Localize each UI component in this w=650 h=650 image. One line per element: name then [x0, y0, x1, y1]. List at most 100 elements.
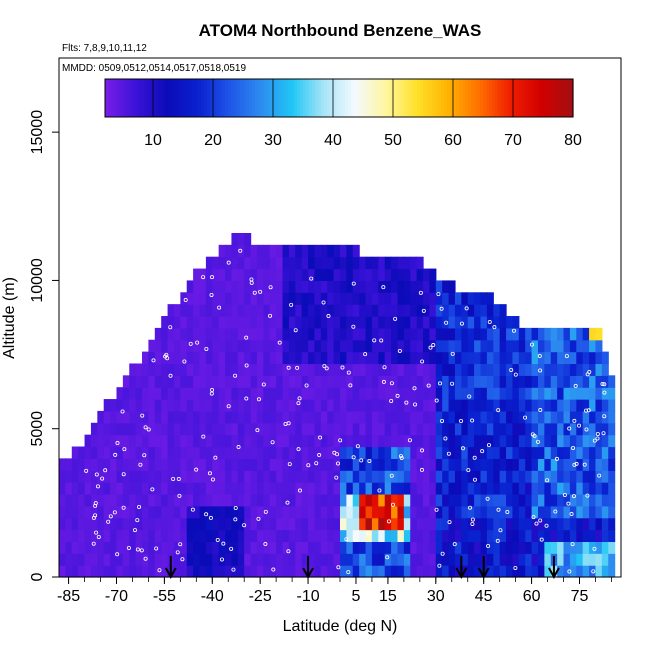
sample-point — [450, 381, 455, 386]
heatmap-cell — [225, 363, 233, 376]
heatmap-cell — [384, 541, 392, 554]
heatmap-cell — [282, 304, 290, 317]
heatmap-cell — [218, 434, 226, 448]
heatmap-cell — [110, 458, 118, 471]
heatmap-cell — [218, 363, 226, 376]
heatmap-cell — [384, 458, 392, 471]
heatmap-cell — [442, 458, 450, 471]
heatmap-cell — [371, 268, 379, 282]
heatmap-cell — [97, 505, 105, 519]
heatmap-cell — [550, 505, 558, 519]
heatmap-cell — [365, 410, 373, 424]
heatmap-cell — [397, 339, 405, 353]
heatmap-cell — [84, 517, 92, 531]
heatmap-cell — [525, 565, 533, 578]
heatmap-cell — [142, 553, 150, 566]
heatmap-cell — [97, 446, 105, 459]
heatmap-cell — [186, 458, 194, 471]
heatmap-cell — [550, 351, 558, 365]
heatmap-cell — [167, 316, 175, 329]
heatmap-cell — [110, 422, 118, 436]
colorbar-swatch — [183, 79, 187, 117]
heatmap-cell — [282, 292, 290, 305]
heatmap-cell — [397, 422, 405, 436]
heatmap-cell — [416, 410, 424, 424]
heatmap-cell — [116, 458, 124, 471]
sample-point — [317, 453, 322, 458]
heatmap-cell — [365, 304, 373, 317]
heatmap-cell — [218, 482, 226, 495]
heatmap-cell — [423, 399, 431, 412]
heatmap-cell — [576, 410, 584, 424]
sample-point — [485, 496, 490, 501]
heatmap-cell — [301, 339, 309, 353]
heatmap-cell — [173, 304, 181, 317]
sample-point — [244, 363, 249, 368]
heatmap-cell — [480, 304, 488, 317]
colorbar-swatch — [390, 79, 394, 117]
heatmap-cell — [512, 327, 520, 341]
heatmap-cell — [410, 387, 418, 400]
heatmap-cell — [429, 565, 437, 578]
heatmap-cell — [537, 422, 545, 436]
heatmap-cell — [499, 316, 507, 329]
heatmap-cell — [78, 517, 86, 531]
heatmap-cell — [65, 470, 73, 483]
heatmap-cell — [550, 458, 558, 471]
heatmap-cell — [506, 458, 514, 471]
heatmap-cell — [544, 529, 552, 543]
heatmap-cell — [461, 387, 469, 400]
heatmap-cell — [282, 256, 290, 270]
heatmap-cell — [276, 292, 284, 305]
heatmap-cell — [186, 327, 194, 341]
heatmap-cell — [186, 399, 194, 412]
heatmap-cell — [442, 422, 450, 436]
heatmap-cell — [512, 434, 520, 448]
heatmap-cell — [186, 565, 194, 578]
colorbar-swatch — [477, 79, 481, 117]
heatmap-cell — [193, 280, 201, 293]
heatmap-cell — [135, 493, 143, 507]
colorbar-swatch — [249, 79, 253, 117]
heatmap-cell — [371, 517, 379, 531]
heatmap-cell — [493, 458, 501, 471]
heatmap-cell — [499, 327, 507, 341]
heatmap-cell — [544, 517, 552, 531]
heatmap-cell — [97, 458, 105, 471]
colorbar-swatch — [306, 79, 310, 117]
sample-point — [355, 444, 360, 449]
colorbar-swatch — [156, 79, 160, 117]
heatmap-cell — [269, 470, 277, 483]
sample-point — [229, 546, 234, 551]
heatmap-cell — [346, 304, 354, 317]
heatmap-cell — [378, 387, 386, 400]
sample-point — [602, 382, 607, 387]
colorbar-swatch — [273, 79, 277, 117]
heatmap-cell — [161, 458, 169, 471]
heatmap-cell — [486, 422, 494, 436]
heatmap-cell — [327, 553, 335, 566]
sample-point — [496, 507, 501, 512]
heatmap-cell — [423, 553, 431, 566]
heatmap-cell — [186, 517, 194, 531]
heatmap-cell — [391, 351, 399, 365]
heatmap-cell — [525, 363, 533, 376]
heatmap-cell — [595, 458, 603, 471]
heatmap-cell — [340, 363, 347, 376]
heatmap-cell — [327, 410, 335, 424]
x-tick-label: 45 — [475, 588, 493, 605]
heatmap-cell — [416, 399, 424, 412]
heatmap-cell — [601, 541, 609, 554]
heatmap-cell — [435, 541, 443, 554]
heatmap-cell — [359, 375, 367, 388]
heatmap-cell — [371, 339, 379, 353]
heatmap-cell — [352, 565, 360, 578]
heatmap-cell — [371, 387, 379, 400]
sample-point — [91, 541, 96, 546]
heatmap-cell — [474, 553, 482, 566]
heatmap-cell — [212, 410, 220, 424]
heatmap-cell — [582, 517, 590, 531]
heatmap-cell — [263, 529, 271, 543]
sample-point — [338, 438, 343, 443]
colorbar-swatch — [405, 79, 409, 117]
